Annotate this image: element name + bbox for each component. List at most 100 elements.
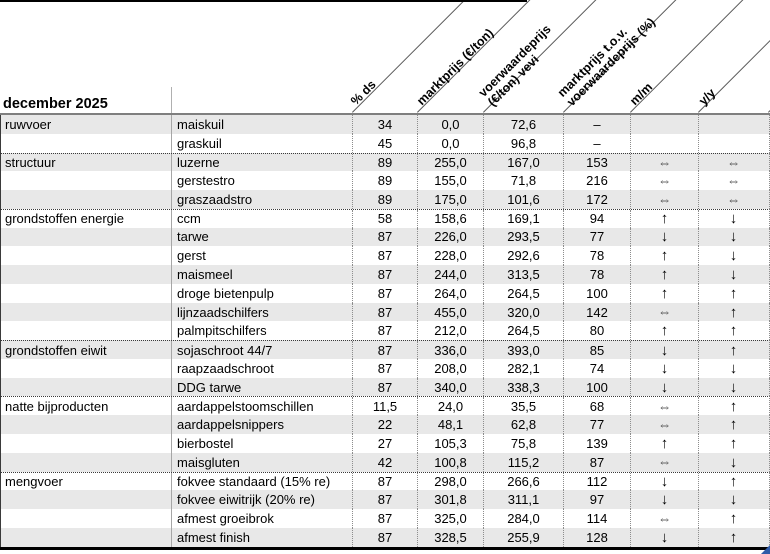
voerwaardeprijs-cell: 115,2 <box>484 452 564 472</box>
category-cell <box>1 265 172 284</box>
category-cell <box>1 377 172 397</box>
voerwaardeprijs-cell: 313,5 <box>484 265 564 284</box>
ratio-cell: 114 <box>564 509 631 528</box>
marktprijs-cell: 208,0 <box>418 358 484 378</box>
category-cell <box>1 452 172 472</box>
ds-percent-cell: 42 <box>353 452 418 472</box>
ds-percent-cell: 87 <box>353 227 418 247</box>
voerwaardeprijs-cell: 167,0 <box>484 153 564 172</box>
corner-logo-triangle <box>761 545 770 554</box>
marktprijs-cell: 48,1 <box>418 415 484 435</box>
category-cell: grondstoffen energie <box>1 209 172 228</box>
marktprijs-cell: 212,0 <box>418 321 484 341</box>
yy-trend-up-icon: ↑ <box>729 434 738 452</box>
yy-trend-down-icon: ↓ <box>729 359 738 377</box>
table-row: tarwe 87 226,0 293,5 77 ↓ ↓ <box>1 227 770 247</box>
ds-percent-cell: 87 <box>353 509 418 528</box>
category-cell: natte bijproducten <box>1 397 172 416</box>
ratio-cell: – <box>564 133 631 153</box>
top-border <box>0 0 527 2</box>
marktprijs-cell: 255,0 <box>418 153 484 172</box>
marktprijs-cell: 228,0 <box>418 246 484 266</box>
marktprijs-cell: 24,0 <box>418 397 484 416</box>
marktprijs-cell: 340,0 <box>418 377 484 397</box>
ds-percent-cell: 87 <box>353 265 418 284</box>
category-cell <box>1 415 172 435</box>
marktprijs-cell: 158,6 <box>418 209 484 228</box>
mm-trend-stable-icon: ⇔ <box>631 452 699 472</box>
yy-trend-up-icon: ↑ <box>729 303 738 321</box>
ds-percent-cell: 89 <box>353 190 418 209</box>
category-cell <box>1 509 172 528</box>
product-cell: fokvee standaard (15% re) <box>172 472 353 491</box>
category-cell <box>1 434 172 453</box>
col-header-yy: y/y <box>696 85 719 108</box>
voerwaardeprijs-cell: 266,6 <box>484 472 564 491</box>
product-cell: aardappelsnippers <box>172 415 353 435</box>
mm-trend-stable-icon: ⇔ <box>631 397 699 416</box>
product-cell: aardappelstoomschillen <box>172 397 353 416</box>
marktprijs-cell: 328,5 <box>418 527 484 547</box>
voerwaardeprijs-cell: 62,8 <box>484 415 564 435</box>
table-row: DDG tarwe 87 340,0 338,3 100 ↓ ↓ <box>1 377 770 397</box>
table-row: ruwvoer maiskuil 34 0,0 72,6 – <box>1 115 770 134</box>
ds-percent-cell: 87 <box>353 527 418 547</box>
voerwaardeprijs-cell: 169,1 <box>484 209 564 228</box>
ds-percent-cell: 58 <box>353 209 418 228</box>
marktprijs-cell: 175,0 <box>418 190 484 209</box>
table-row: aardappelsnippers 22 48,1 62,8 77 ⇔ ↑ <box>1 415 770 435</box>
mm-trend-stable-icon: ⇔ <box>631 171 699 191</box>
ratio-cell: 78 <box>564 246 631 266</box>
yy-trend-up-icon: ↑ <box>729 284 738 302</box>
mm-trend-down-icon: ↓ <box>631 377 699 397</box>
table-row: fokvee eiwitrijk (20% re) 87 301,8 311,1… <box>1 490 770 510</box>
category-cell <box>1 490 172 510</box>
mm-trend-up-icon: ↑ <box>631 209 699 228</box>
product-cell: afmest finish <box>172 527 353 547</box>
ds-percent-cell: 22 <box>353 415 418 435</box>
ds-percent-cell: 87 <box>353 377 418 397</box>
yy-trend-stable-icon: ⇔ <box>726 154 741 170</box>
table-row: bierbostel 27 105,3 75,8 139 ↑ ↑ <box>1 434 770 453</box>
ratio-cell: 77 <box>564 415 631 435</box>
marktprijs-cell: 244,0 <box>418 265 484 284</box>
mm-trend-blank-icon <box>631 133 699 153</box>
col-header-mm: m/m <box>627 79 656 108</box>
product-cell: maisgluten <box>172 452 353 472</box>
category-cell: mengvoer <box>1 472 172 491</box>
mm-trend-down-icon: ↓ <box>631 358 699 378</box>
table-row: palmpitschilfers 87 212,0 264,5 80 ↑ ↑ <box>1 321 770 341</box>
voerwaardeprijs-cell: 293,5 <box>484 227 564 247</box>
table-body: ruwvoer maiskuil 34 0,0 72,6 – graskuil … <box>0 115 770 547</box>
ds-percent-cell: 27 <box>353 434 418 453</box>
ratio-cell: 74 <box>564 358 631 378</box>
ds-percent-cell: 89 <box>353 153 418 172</box>
table-row: afmest finish 87 328,5 255,9 128 ↓ ↑ <box>1 527 770 547</box>
table-row: maisgluten 42 100,8 115,2 87 ⇔ ↓ <box>1 452 770 472</box>
category-cell <box>1 527 172 547</box>
marktprijs-cell: 455,0 <box>418 302 484 322</box>
product-cell: fokvee eiwitrijk (20% re) <box>172 490 353 510</box>
ds-percent-cell: 87 <box>353 472 418 491</box>
mm-trend-down-icon: ↓ <box>631 227 699 247</box>
category-cell <box>1 227 172 247</box>
ratio-cell: 80 <box>564 321 631 341</box>
table-row: graszaadstro 89 175,0 101,6 172 ⇔ ⇔ <box>1 190 770 209</box>
marktprijs-cell: 155,0 <box>418 171 484 191</box>
product-cell: graszaadstro <box>172 190 353 209</box>
table-row: graskuil 45 0,0 96,8 – <box>1 133 770 153</box>
yy-trend-down-icon: ↓ <box>729 266 738 283</box>
yy-trend-blank-icon <box>699 115 768 134</box>
yy-trend-up-icon: ↑ <box>729 322 738 340</box>
product-cell: luzerne <box>172 153 353 172</box>
category-cell <box>1 302 172 322</box>
ratio-cell: 112 <box>564 472 631 491</box>
voerwaardeprijs-cell: 72,6 <box>484 115 564 134</box>
voerwaardeprijs-cell: 264,5 <box>484 321 564 341</box>
product-cell: palmpitschilfers <box>172 321 353 341</box>
ratio-cell: 78 <box>564 265 631 284</box>
table-row: maismeel 87 244,0 313,5 78 ↑ ↓ <box>1 265 770 284</box>
product-cell: bierbostel <box>172 434 353 453</box>
ratio-cell: 68 <box>564 397 631 416</box>
